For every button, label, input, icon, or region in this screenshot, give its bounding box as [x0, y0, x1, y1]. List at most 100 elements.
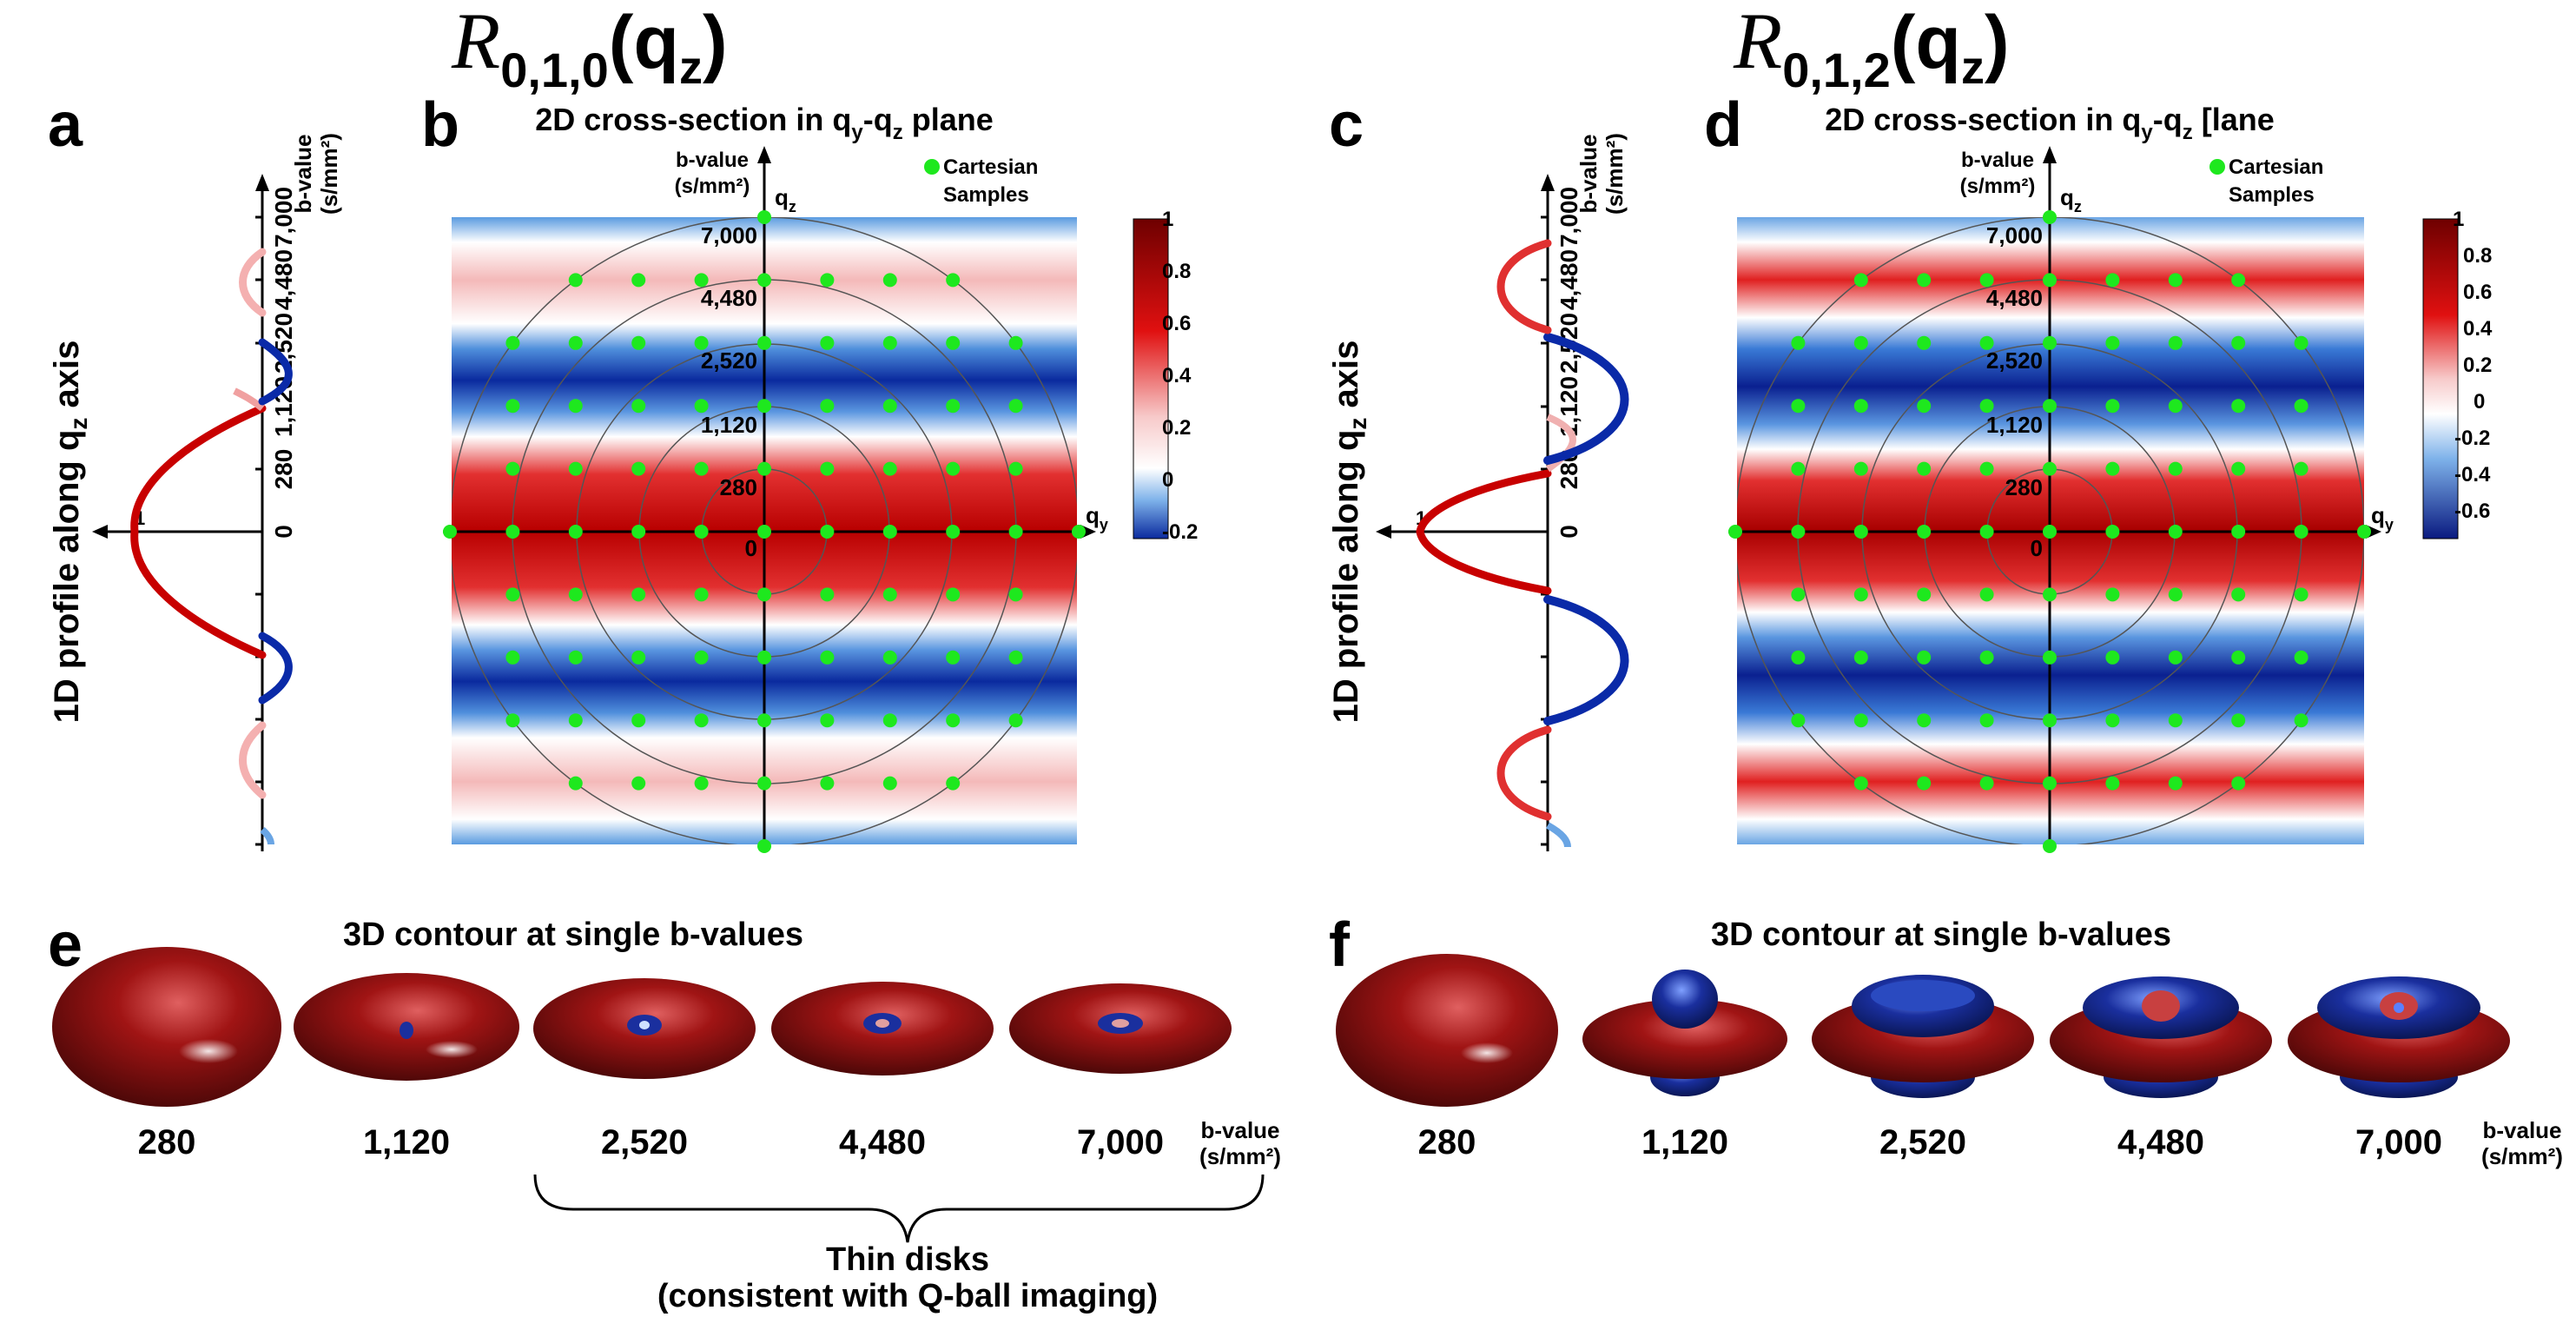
cartesian-sample-point	[2168, 587, 2183, 602]
cartesian-sample-point	[882, 335, 897, 350]
svg-text:(s/mm²): (s/mm²)	[316, 133, 342, 215]
cartesian-sample-point	[757, 713, 771, 728]
svg-text:4,480: 4,480	[2117, 1123, 2204, 1161]
cartesian-sample-point	[1853, 461, 1868, 476]
cartesian-sample-point	[882, 776, 897, 791]
profile-curve-fade	[233, 387, 265, 412]
cartesian-sample-point	[1853, 273, 1868, 288]
cartesian-sample-point	[1072, 525, 1086, 539]
cartesian-samples-right	[1728, 210, 2371, 853]
arrow-head	[255, 174, 269, 191]
contour-shape-f-7000	[2288, 976, 2510, 1098]
cartesian-sample-point	[757, 587, 771, 602]
svg-text:1: 1	[2453, 208, 2464, 231]
cartesian-sample-point	[2043, 461, 2057, 476]
panel-letter-b: b	[421, 90, 459, 160]
cartesian-sample-point	[631, 650, 646, 665]
legend-marker-left	[924, 159, 940, 175]
cartesian-sample-point	[1917, 273, 1932, 288]
cartesian-sample-point	[1853, 650, 1868, 665]
bvalue-labels-e: 280 1,120 2,520 4,480 7,000	[138, 1123, 1164, 1161]
cartesian-sample-point	[1917, 399, 1932, 414]
cartesian-sample-point	[694, 776, 709, 791]
svg-text:4,480: 4,480	[701, 285, 757, 311]
cartesian-sample-point	[757, 525, 771, 539]
profile-tick-labels-a: 0 280 1,120 2,520 4,480 7,000 b-value (s…	[270, 133, 342, 539]
cartesian-sample-point	[2105, 399, 2120, 414]
cartesian-sample-point	[2168, 273, 2183, 288]
cartesian-sample-point	[757, 399, 771, 414]
panel-letter-e: e	[48, 910, 83, 980]
cartesian-sample-point	[2105, 776, 2120, 791]
svg-text:b-value: b-value	[290, 134, 316, 213]
cartesian-sample-point	[2043, 273, 2057, 288]
panel-b-cross-section: 2D cross-section in qy-qz plane qz qy b-…	[443, 102, 1108, 853]
cartesian-sample-point	[1979, 525, 1994, 539]
svg-text:(s/mm²): (s/mm²)	[1602, 133, 1628, 215]
cartesian-sample-point	[757, 210, 771, 224]
cartesian-sample-point	[1917, 525, 1932, 539]
svg-text:7,000: 7,000	[270, 187, 297, 248]
legend-label-left-1: Cartesian	[943, 156, 1038, 179]
svg-text:0.8: 0.8	[1162, 260, 1191, 283]
svg-text:0: 0	[270, 525, 297, 539]
svg-text:4,480: 4,480	[1556, 249, 1582, 310]
profile-curve-positive-faint	[239, 248, 267, 317]
cartesian-sample-point	[820, 461, 835, 476]
svg-text:1,120: 1,120	[1986, 412, 2043, 438]
svg-text:-0.2: -0.2	[1162, 520, 1198, 544]
cartesian-sample-point	[568, 650, 583, 665]
cartesian-sample-point	[2105, 713, 2120, 728]
cartesian-sample-point	[568, 713, 583, 728]
cartesian-sample-point	[2043, 210, 2057, 224]
cartesian-sample-point	[2168, 650, 2183, 665]
cartesian-sample-point	[946, 776, 961, 791]
cartesian-sample-point	[631, 461, 646, 476]
cartesian-sample-point	[2168, 461, 2183, 476]
cartesian-sample-point	[505, 713, 520, 728]
svg-text:0: 0	[745, 535, 757, 561]
profile-curve-negative	[258, 338, 293, 406]
cartesian-sample-point	[2294, 587, 2308, 602]
panel-letter-c: c	[1329, 90, 1364, 160]
cartesian-sample-point	[631, 713, 646, 728]
svg-text:0.2: 0.2	[1162, 416, 1191, 440]
cartesian-sample-point	[882, 461, 897, 476]
contour-title-f: 3D contour at single b-values	[1711, 917, 2171, 953]
cartesian-sample-point	[505, 399, 520, 414]
cartesian-sample-point	[2294, 461, 2308, 476]
profile-curve-positive-side	[1496, 239, 1552, 334]
profile-curve-positive	[1416, 469, 1552, 595]
profile-curve-negative-faint	[1546, 822, 1571, 848]
contour-shape-e-1120	[294, 973, 519, 1081]
legend-label-left-2: Samples	[943, 183, 1029, 207]
cartesian-sample-point	[2043, 525, 2057, 539]
cartesian-sample-point	[694, 399, 709, 414]
cartesian-sample-point	[1917, 650, 1932, 665]
cartesian-sample-point	[2105, 335, 2120, 350]
cartesian-sample-point	[1791, 399, 1806, 414]
colorbar-right: 1 0.8 0.6 0.4 0.2 0 -0.2 -0.4 -0.6	[2422, 208, 2493, 539]
cartesian-sample-point	[1853, 776, 1868, 791]
cartesian-sample-point	[820, 776, 835, 791]
cartesian-sample-point	[1917, 713, 1932, 728]
cartesian-sample-point	[1791, 335, 1806, 350]
cartesian-sample-point	[820, 650, 835, 665]
cartesian-sample-point	[1853, 525, 1868, 539]
panel-d-cross-section: 2D cross-section in qy-qz [lane qz qy b-…	[1728, 102, 2394, 853]
cartesian-sample-point	[1917, 776, 1932, 791]
cartesian-sample-point	[568, 335, 583, 350]
cartesian-sample-point	[1917, 587, 1932, 602]
cartesian-sample-point	[568, 587, 583, 602]
arrow-head	[1541, 174, 1555, 191]
ring-labels-left: 0 280 1,120 2,520 4,480 7,000	[701, 222, 757, 561]
cartesian-sample-point	[1791, 713, 1806, 728]
cartesian-sample-point	[2168, 335, 2183, 350]
svg-text:4,480: 4,480	[1986, 285, 2043, 311]
cartesian-sample-point	[757, 650, 771, 665]
cartesian-sample-point	[1979, 273, 1994, 288]
cartesian-sample-point	[568, 399, 583, 414]
cartesian-sample-point	[882, 273, 897, 288]
svg-text:280: 280	[138, 1123, 196, 1161]
